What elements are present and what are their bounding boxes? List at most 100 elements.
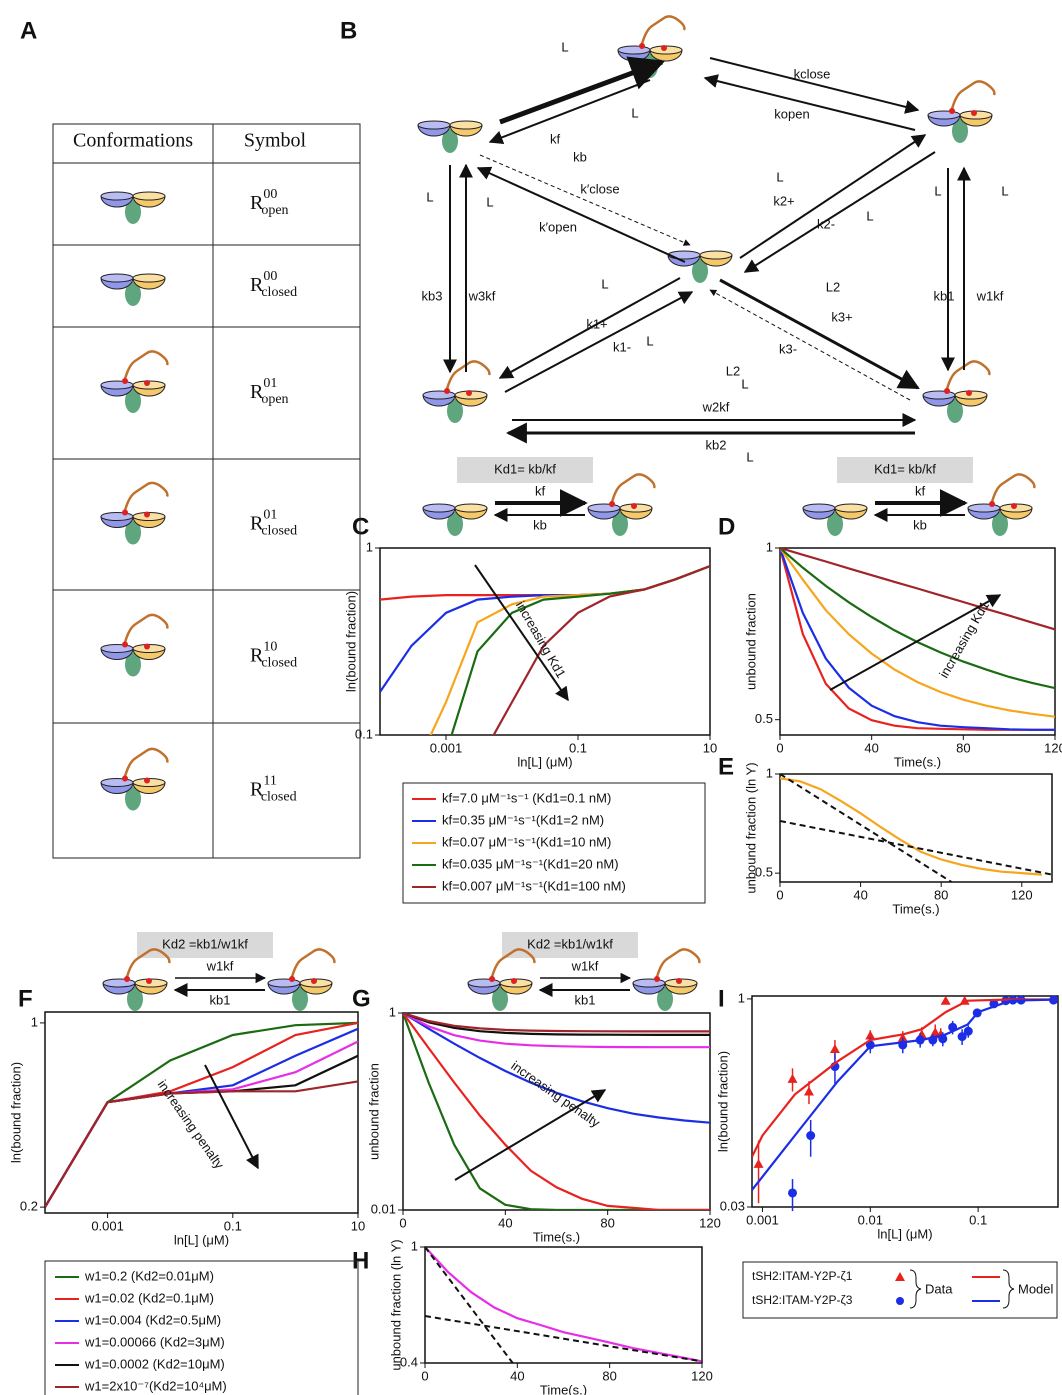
legend-label: w1=0.004 (Kd2=0.5μM) — [84, 1312, 221, 1327]
ligand-label: L — [631, 105, 638, 120]
domain-top — [102, 978, 136, 988]
domain-top2 — [132, 273, 166, 283]
domain-top — [100, 191, 134, 201]
domain-top — [467, 978, 501, 988]
legend-label: kf=0.007 μM⁻¹s⁻¹(Kd1=100 nM) — [442, 878, 626, 893]
table-symbol: R00 open — [250, 187, 289, 218]
molecule-icon — [802, 503, 868, 536]
domain-top — [802, 503, 836, 513]
header-text: Kd2 =kb1/w1kf — [527, 936, 613, 951]
symbol-sub: closed — [261, 285, 297, 300]
phospho — [144, 643, 150, 650]
arrow — [709, 57, 920, 114]
arrow — [476, 166, 686, 263]
domain-c — [292, 987, 308, 1011]
panel-label: G — [352, 985, 371, 1012]
forward-rate: w1kf — [206, 958, 234, 973]
panel-label: H — [352, 1247, 369, 1274]
x-tick-label: 80 — [600, 1215, 614, 1230]
x-tick-label: 120 — [691, 1368, 713, 1383]
molecule-icon — [632, 948, 701, 1011]
y-axis-label: unbound fraction (ln Y) — [388, 1239, 403, 1370]
x-tick-label: 120 — [1044, 740, 1062, 755]
table-symbol: R01 closed — [250, 508, 297, 539]
panel-label: E — [718, 753, 734, 780]
phospho — [311, 978, 317, 984]
legend-label: w1=0.2 (Kd2=0.01μM) — [84, 1268, 214, 1283]
header-box — [457, 457, 593, 483]
arrow — [829, 594, 1002, 691]
table-header: Symbol — [244, 130, 307, 152]
molecule-icon — [617, 15, 686, 78]
legend-group: Model — [1018, 1281, 1054, 1296]
domain-c — [657, 987, 673, 1011]
legend-label: kf=7.0 μM⁻¹s⁻¹ (Kd1=0.1 nM) — [442, 790, 611, 805]
x-tick-label: 0.001 — [746, 1212, 779, 1227]
arrow — [454, 1089, 607, 1181]
ligand — [445, 360, 491, 390]
phospho — [966, 390, 972, 396]
rate-label: k3+ — [831, 309, 852, 324]
molecule-icon — [417, 120, 483, 153]
domain-top2 — [132, 191, 166, 201]
series-line — [752, 998, 1058, 1191]
table-header: Conformations — [73, 130, 193, 152]
arrow — [719, 278, 920, 390]
forward-rate: kf — [915, 483, 926, 498]
domain-top — [422, 503, 456, 513]
ligand — [123, 613, 169, 643]
rate-label: w1kf — [976, 288, 1004, 303]
y-tick-label: 0.4 — [400, 1354, 418, 1369]
phospho — [654, 976, 660, 982]
symbol-sub: closed — [261, 790, 297, 805]
ligand-label: L — [646, 333, 653, 348]
ligand — [655, 948, 701, 978]
x-tick-label: 0.01 — [858, 1212, 883, 1227]
series-line — [780, 548, 1055, 631]
data-point — [940, 995, 951, 1005]
domain-top — [927, 110, 961, 120]
data-point — [787, 1073, 798, 1083]
x-tick-label: 80 — [956, 740, 970, 755]
ligand-label: L2 — [726, 363, 740, 378]
symbol-sup: 01 — [263, 508, 277, 523]
arrow — [709, 289, 911, 401]
series-line — [492, 565, 710, 735]
molecule-icon — [422, 503, 488, 536]
domain-c — [947, 399, 963, 423]
phospho — [122, 378, 128, 384]
plot-frame — [779, 773, 1053, 883]
backward-rate: kb — [533, 517, 547, 532]
panel-label: F — [18, 985, 33, 1012]
domain-top — [417, 120, 451, 130]
x-tick-label: 40 — [498, 1215, 512, 1230]
y-tick-label: 0.01 — [371, 1201, 396, 1216]
phospho — [466, 390, 472, 396]
y-axis-label: ln(bound fraction) — [8, 1062, 23, 1163]
panel-label: B — [340, 17, 357, 44]
molecule-icon — [927, 80, 996, 143]
arrow — [474, 564, 569, 702]
domain-top — [422, 390, 456, 400]
domain-c — [125, 389, 141, 413]
rate-label: w2kf — [702, 399, 730, 414]
legend-box — [402, 782, 706, 904]
header-box — [502, 932, 638, 958]
legend-group: Data — [925, 1281, 953, 1296]
legend-marker — [895, 1272, 905, 1281]
forward-rate: kf — [535, 483, 546, 498]
legend-label: w1=0.00066 (Kd2=3μM) — [84, 1334, 225, 1349]
domain-top — [100, 273, 134, 283]
phospho — [122, 641, 128, 648]
y-tick-label: 1 — [766, 765, 773, 780]
ligand-label: L — [776, 169, 783, 184]
y-tick-label: 0.2 — [20, 1199, 38, 1214]
series-line — [45, 1080, 358, 1208]
plot-frame — [424, 1246, 703, 1364]
rate-label: k1- — [613, 339, 631, 354]
x-tick-label: 40 — [853, 887, 867, 902]
rate-label: kb3 — [422, 288, 443, 303]
x-tick-label: 40 — [864, 740, 878, 755]
domain-top — [667, 250, 701, 260]
series-line — [425, 1247, 514, 1363]
